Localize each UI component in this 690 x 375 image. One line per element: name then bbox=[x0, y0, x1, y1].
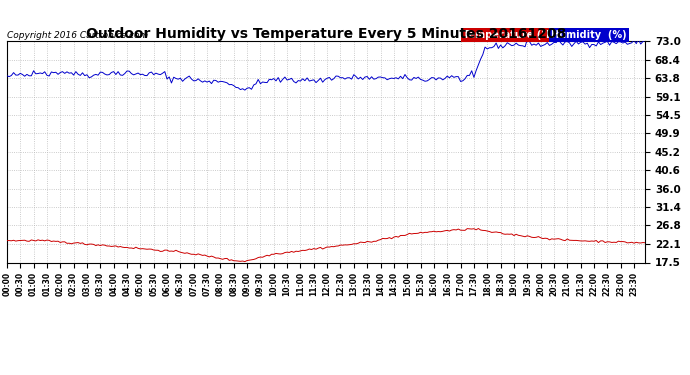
Text: Copyright 2016 Cartronics.com: Copyright 2016 Cartronics.com bbox=[7, 31, 148, 40]
Text: Temperature (°F): Temperature (°F) bbox=[463, 30, 558, 40]
Title: Outdoor Humidity vs Temperature Every 5 Minutes 20161208: Outdoor Humidity vs Temperature Every 5 … bbox=[86, 27, 566, 41]
Text: Humidity  (%): Humidity (%) bbox=[551, 30, 627, 40]
